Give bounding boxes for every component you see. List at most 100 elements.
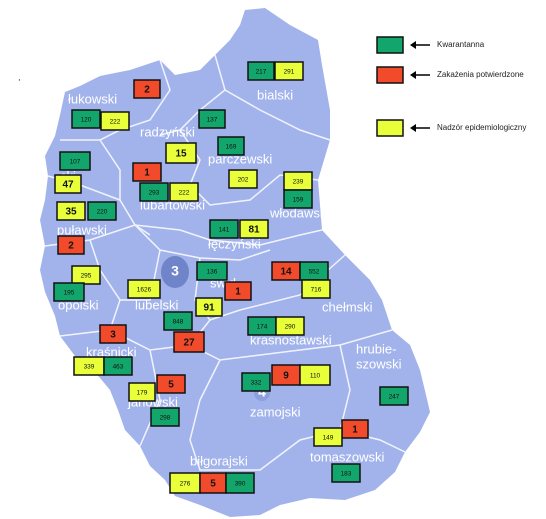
city-marker: 3 bbox=[171, 263, 179, 279]
count-box bbox=[71, 265, 101, 285]
district-label: zamojski bbox=[250, 404, 301, 419]
count-value: 247 bbox=[389, 394, 400, 401]
count-value: 195 bbox=[64, 290, 75, 297]
count-box bbox=[139, 182, 169, 202]
count-value: 169 bbox=[226, 144, 237, 151]
district-label: włodawski bbox=[269, 205, 329, 220]
count-value: 35 bbox=[65, 207, 77, 218]
count-value: 14 bbox=[280, 267, 292, 278]
count-value: 107 bbox=[70, 159, 81, 166]
count-value: 149 bbox=[323, 435, 334, 442]
count-value: 2 bbox=[68, 241, 74, 252]
count-value: 848 bbox=[173, 319, 184, 326]
count-value: 276 bbox=[180, 481, 191, 488]
count-value: 9 bbox=[283, 371, 289, 382]
count-value: 1 bbox=[144, 168, 150, 179]
count-value: 27 bbox=[183, 338, 195, 349]
count-box bbox=[224, 281, 252, 301]
count-value: 463 bbox=[113, 364, 124, 371]
count-value: 47 bbox=[62, 180, 74, 191]
count-value: 15 bbox=[175, 149, 187, 160]
district-label: bialski bbox=[257, 87, 293, 102]
count-value: 295 bbox=[81, 273, 92, 280]
region-shape bbox=[40, 8, 430, 517]
count-box bbox=[275, 316, 305, 336]
count-box bbox=[53, 282, 85, 302]
legend-swatch bbox=[376, 66, 404, 84]
count-value: 183 bbox=[341, 471, 352, 478]
count-value: 220 bbox=[97, 209, 108, 216]
district-label: szowski bbox=[356, 356, 402, 371]
count-value: 290 bbox=[285, 324, 296, 331]
count-box bbox=[331, 463, 361, 483]
count-value: 217 bbox=[256, 69, 267, 76]
count-box bbox=[241, 372, 271, 392]
count-box bbox=[274, 61, 304, 81]
count-box bbox=[239, 219, 269, 239]
count-value: 1626 bbox=[137, 287, 152, 294]
count-box bbox=[379, 386, 409, 406]
count-box bbox=[99, 324, 127, 344]
count-box bbox=[71, 109, 101, 129]
count-box bbox=[173, 331, 205, 353]
count-box bbox=[54, 174, 82, 194]
count-box bbox=[57, 235, 85, 255]
count-box bbox=[196, 261, 228, 281]
district-label: krasnostawski bbox=[250, 332, 332, 347]
count-box bbox=[247, 61, 275, 81]
district-label: łukowski bbox=[68, 91, 117, 106]
district-label: radzyński bbox=[140, 124, 195, 139]
count-box bbox=[225, 472, 255, 494]
count-value: 202 bbox=[238, 177, 249, 184]
count-box bbox=[103, 356, 133, 376]
count-box bbox=[299, 364, 331, 386]
count-value: 222 bbox=[110, 119, 121, 126]
count-value: 91 bbox=[203, 303, 215, 314]
count-value: 179 bbox=[137, 390, 148, 397]
count-value: 1 bbox=[352, 425, 358, 436]
district-label: biłgorajski bbox=[190, 453, 248, 468]
district-label: chełmski bbox=[322, 299, 373, 314]
count-box bbox=[198, 109, 226, 129]
city-area bbox=[161, 256, 189, 288]
count-box bbox=[217, 136, 245, 156]
count-box bbox=[169, 182, 199, 202]
count-value: 5 bbox=[210, 479, 216, 490]
count-box bbox=[100, 111, 130, 131]
count-box bbox=[195, 297, 223, 317]
count-value: 81 bbox=[248, 225, 260, 236]
count-box bbox=[301, 279, 331, 299]
district-label: puławski bbox=[57, 222, 107, 237]
count-box bbox=[228, 169, 258, 189]
legend-label: Zakażenia potwierdzone bbox=[437, 70, 524, 79]
count-value: 390 bbox=[235, 481, 246, 488]
count-box bbox=[163, 311, 193, 331]
count-box bbox=[87, 201, 117, 221]
count-value: 5 bbox=[168, 380, 174, 391]
count-value: 1 bbox=[235, 287, 241, 298]
count-box bbox=[59, 151, 91, 171]
count-value: 716 bbox=[311, 287, 322, 294]
legend-arrow-head bbox=[410, 71, 416, 79]
legend-label: Kwarantanna bbox=[437, 40, 485, 49]
count-box bbox=[156, 374, 186, 394]
legend-arrow-head bbox=[410, 41, 416, 49]
count-box bbox=[313, 427, 343, 447]
count-value: 137 bbox=[207, 117, 218, 124]
count-value: 174 bbox=[257, 324, 268, 331]
legend-swatch bbox=[376, 119, 404, 137]
count-value: 141 bbox=[219, 227, 230, 234]
count-value: 298 bbox=[160, 415, 171, 422]
count-value: 293 bbox=[149, 190, 160, 197]
count-value: 120 bbox=[81, 117, 92, 124]
count-value: 3 bbox=[110, 330, 116, 341]
count-value: 332 bbox=[251, 380, 262, 387]
count-value: 552 bbox=[309, 269, 320, 276]
count-value: 222 bbox=[179, 190, 190, 197]
dot-mark: . bbox=[18, 73, 21, 84]
district-label: tomaszowski bbox=[310, 449, 385, 464]
district-label: kraśnicki bbox=[86, 344, 137, 359]
district-label: lubelski bbox=[135, 297, 178, 312]
legend-arrow-head bbox=[410, 124, 416, 132]
